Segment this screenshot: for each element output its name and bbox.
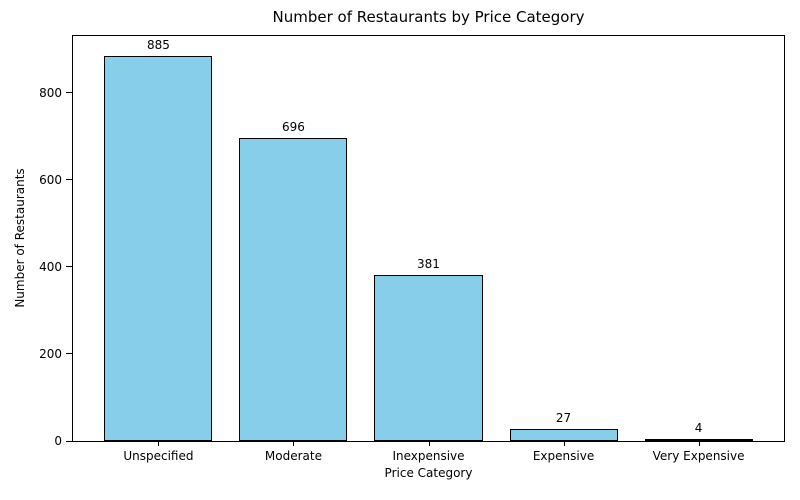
y-tick-mark bbox=[66, 353, 72, 355]
bar-value-label: 4 bbox=[694, 421, 703, 435]
x-tick-mark bbox=[293, 441, 295, 446]
chart-title: Number of Restaurants by Price Category bbox=[272, 8, 585, 26]
x-tick-label-moderate: Moderate bbox=[264, 449, 322, 463]
x-axis-label: Price Category bbox=[384, 466, 473, 480]
bar-moderate bbox=[239, 137, 348, 441]
y-tick-label: 600 bbox=[39, 172, 62, 187]
y-tick-mark bbox=[66, 266, 72, 268]
bar-very-expensive bbox=[644, 439, 753, 441]
x-tick-mark bbox=[158, 441, 160, 446]
y-tick-label: 200 bbox=[39, 346, 62, 361]
x-tick-mark bbox=[698, 441, 700, 446]
y-tick-label: 400 bbox=[39, 259, 62, 274]
bar-value-label: 27 bbox=[555, 411, 572, 426]
y-tick-mark bbox=[66, 440, 72, 442]
x-tick-mark bbox=[563, 441, 565, 446]
y-tick-label: 0 bbox=[54, 434, 62, 448]
x-tick-label-unspecified: Unspecified bbox=[123, 449, 194, 463]
bar-value-label: 696 bbox=[281, 119, 305, 134]
y-tick-mark bbox=[66, 92, 72, 94]
bar-expensive bbox=[509, 429, 618, 441]
bar-unspecified bbox=[104, 55, 213, 441]
bar-value-label: 885 bbox=[146, 37, 170, 52]
x-tick-mark bbox=[428, 441, 430, 446]
plot-area: 885 696 381 27 4 bbox=[72, 35, 785, 442]
y-tick-label: 800 bbox=[39, 85, 62, 100]
x-tick-label-inexpensive: Inexpensive bbox=[392, 449, 465, 463]
y-tick-mark bbox=[66, 179, 72, 181]
x-tick-label-expensive: Expensive bbox=[532, 449, 595, 463]
x-tick-label-very-expensive: Very Expensive bbox=[652, 449, 745, 463]
bar-value-label: 381 bbox=[417, 257, 440, 272]
y-axis-label: Number of Restaurants bbox=[13, 168, 27, 308]
bar-inexpensive bbox=[374, 275, 483, 441]
